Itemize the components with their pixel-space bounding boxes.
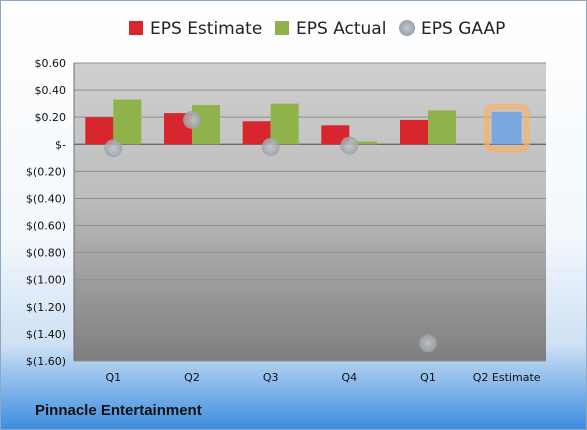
bar-eps-estimate <box>85 117 114 145</box>
point-eps-gaap <box>340 136 359 155</box>
y-tick-label: $(1.20) <box>26 301 66 314</box>
y-tick-label: $0.20 <box>35 111 67 124</box>
legend-swatch <box>399 20 415 36</box>
bar-eps-actual <box>113 99 142 145</box>
point-eps-gaap <box>183 110 201 129</box>
y-tick-label: $- <box>55 138 66 151</box>
point-eps-gaap <box>419 334 437 353</box>
point-eps-gaap <box>104 139 123 158</box>
bar-eps-estimate <box>321 125 350 145</box>
legend-label: EPS Estimate <box>150 19 262 39</box>
bar-eps-actual <box>349 141 378 145</box>
x-tick-label: Q2 <box>184 371 200 384</box>
legend-label: EPS Actual <box>296 19 386 39</box>
bar-eps-estimate <box>400 119 428 145</box>
x-tick-label: Q3 <box>263 371 279 384</box>
x-tick-label: Q1 <box>105 371 121 384</box>
legend-label: EPS GAAP <box>421 19 505 39</box>
eps-chart: $0.60 $0.40 $0.20 $- $(0.20) $(0.40) $(0.60) $(… <box>26 19 546 384</box>
x-tick-label: Q2 Estimate <box>473 371 541 384</box>
bar-eps-actual <box>270 103 299 145</box>
bar-eps-estimate <box>242 121 271 145</box>
y-tick-label: $(1.40) <box>26 328 66 341</box>
y-tick-label: $(0.20) <box>26 165 66 178</box>
estimate-glow <box>483 103 530 153</box>
y-tick-label: $(0.60) <box>26 220 66 233</box>
y-tick-label: $0.60 <box>35 57 67 70</box>
y-tick-label: $(0.80) <box>26 247 66 260</box>
legend-swatch <box>275 21 289 35</box>
x-tick-label: Q1 <box>420 371 436 384</box>
y-tick-label: $(1.60) <box>26 355 66 368</box>
y-tick-label: $0.40 <box>35 84 67 97</box>
legend-swatch <box>129 21 143 35</box>
company-name: Pinnacle Entertainment <box>35 402 202 419</box>
y-tick-label: $(0.40) <box>26 192 66 205</box>
x-tick-label: Q4 <box>341 371 357 384</box>
y-tick-label: $(1.00) <box>26 274 66 287</box>
point-eps-gaap <box>261 137 280 156</box>
bar-eps-actual <box>428 110 456 145</box>
plot-area <box>74 63 546 361</box>
bar-q2-estimate <box>491 111 522 145</box>
